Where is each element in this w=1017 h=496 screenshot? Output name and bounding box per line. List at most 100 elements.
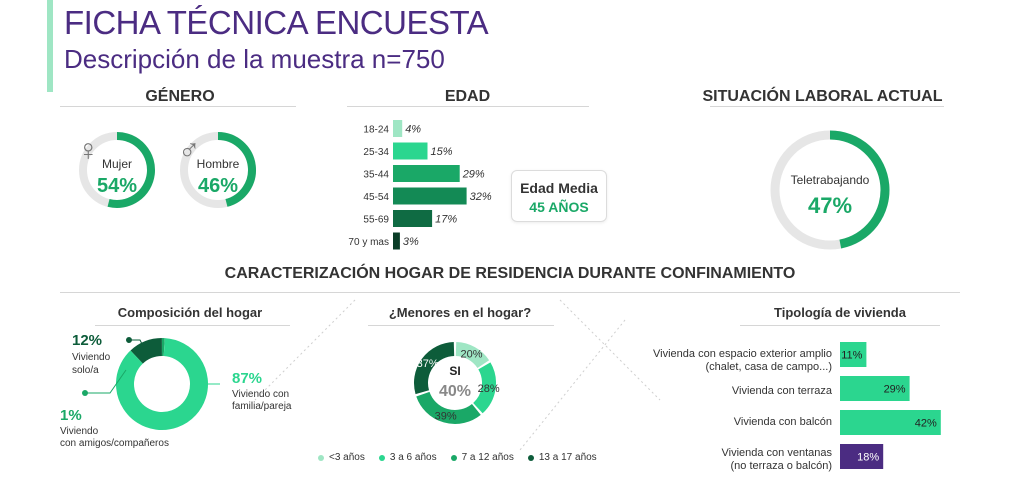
age-tick-label: 35-44 [363,170,389,181]
composition-label: solo/a [72,365,99,376]
housing-data-label: 29% [884,384,906,396]
gender-label: Hombre [197,157,240,171]
minors-slice [472,362,496,414]
housing-label: Vivienda con terraza [732,385,832,398]
age-tick-label: 45-54 [363,192,389,203]
age-bar [393,165,460,182]
housing-label-line: Vivienda con terraza [731,385,832,397]
housing-label-line: (no terraza o balcón) [730,460,833,472]
age-bar [393,210,433,227]
composition-leader-line [129,339,147,353]
minors-slice [414,342,455,395]
legend-dot [527,454,534,461]
median-age-card: Edad Media 45 AÑOS [511,170,607,222]
composition-label: Viviendo [60,426,99,437]
gender-arc [107,132,155,208]
housing-data-label: 18% [857,452,879,464]
age-tick-label: 18-24 [363,125,389,136]
legend-dot [450,454,457,461]
legend-item: 7 a 12 años [450,452,514,463]
minors-slice [455,342,490,369]
work-donut: Teletrabajando 47% [770,130,890,250]
age-data-label: 15% [431,146,453,158]
composition-label: Viviendo [72,352,111,363]
household-heading: CARACTERIZACIÓN HOGAR DE RESIDENCIA DURA… [224,265,796,282]
divider [60,292,960,293]
age-tick-label: 25-34 [363,147,389,158]
page-subtitle: Descripción de la muestra n=750 [64,44,445,74]
gender-heading: GÉNERO [145,88,215,105]
housing-bar [840,444,884,469]
gender-label: Mujer [102,157,132,171]
legend-item: <3 años [318,452,365,463]
median-age-value: 45 AÑOS [529,199,589,215]
age-tick-label: 55-69 [363,215,389,226]
page-title: FICHA TÉCNICA ENCUESTA [64,4,489,41]
work-label: Teletrabajando [791,173,870,187]
composition-label: familia/pareja [232,401,292,412]
housing-bar [840,376,910,401]
age-data-label: 29% [462,169,485,181]
age-tick-label: 70 y mas [348,237,389,248]
age-bar-chart: 18-24 4% 25-34 15% 35-44 29% 45-54 32% 55-69 17% 7… [348,120,492,250]
divider [60,106,296,107]
housing-label-line: (chalet, casa de campo...) [705,361,832,373]
divider [740,325,940,326]
legend-label: 7 a 12 años [461,452,514,463]
housing-data-label: 11% [841,350,862,362]
composition-heading: Composición del hogar [117,305,263,320]
composition-leader-line [85,369,127,394]
housing-heading: Tipología de vivienda [774,305,906,320]
legend-dot [378,454,385,461]
composition-label: Viviendo con [232,389,289,400]
legend-dot [318,454,324,461]
gender-value: 46% [198,175,238,197]
legend-item: 3 a 6 años [378,452,437,463]
minors-slice-label: 39% [435,411,457,423]
work-value: 47% [808,193,852,218]
age-data-label: 4% [405,124,421,136]
housing-label-line: Vivienda con balcón [733,416,832,428]
gender-symbol-icon: ♂ [178,134,201,167]
housing-label-line: Vivienda con ventanas [721,447,833,459]
accent-bar [47,0,53,92]
housing-label: Vivienda con espacio exterior amplio (ch… [653,348,832,374]
gender-donuts: ♀ Mujer 54% ♂Hombre 46% [77,132,256,208]
housing-bar [840,342,867,367]
minors-legend: <3 años 3 a 6 años 7 a 12 años 13 a 17 a… [318,452,597,463]
age-data-label: 17% [435,214,457,226]
age-data-label: 3% [403,236,419,248]
gender-symbol-icon: ♀ [77,134,100,167]
gender-value: 54% [97,175,137,197]
separator-line [559,299,661,401]
work-arc [829,130,890,249]
gender-arc [217,132,256,207]
composition-value: 12% [72,332,102,349]
housing-bar-chart: 11% 29% 42% 18% [840,342,941,469]
legend-item: 13 a 17 años [527,452,597,463]
median-age-label: Edad Media [520,180,598,196]
age-bar [393,142,428,160]
housing-label: Vivienda con balcón [734,416,832,429]
minors-heading: ¿Menores en el hogar? [388,305,532,320]
divider [368,325,554,326]
separator-line [519,319,626,451]
legend-label: 3 a 6 años [389,452,437,463]
housing-data-label: 42% [915,418,937,430]
composition-slice [116,338,208,430]
age-bar [393,232,400,250]
composition-label: con amigos/compañeros [60,438,169,449]
minors-slice-label: 20% [460,348,482,360]
composition-value: 87% [232,370,262,387]
housing-label-line: Vivienda con espacio exterior amplio [653,348,832,360]
age-bar [393,120,403,137]
divider [710,106,944,107]
age-heading: EDAD [444,88,491,105]
minors-slice-label: 37% [417,358,439,370]
legend-label: <3 años [329,452,365,463]
housing-label: Vivienda con ventanas (no terraza o balc… [722,447,833,473]
composition-slice [130,338,163,364]
minors-slice [416,391,481,424]
legend-label: 13 a 17 años [538,452,597,463]
